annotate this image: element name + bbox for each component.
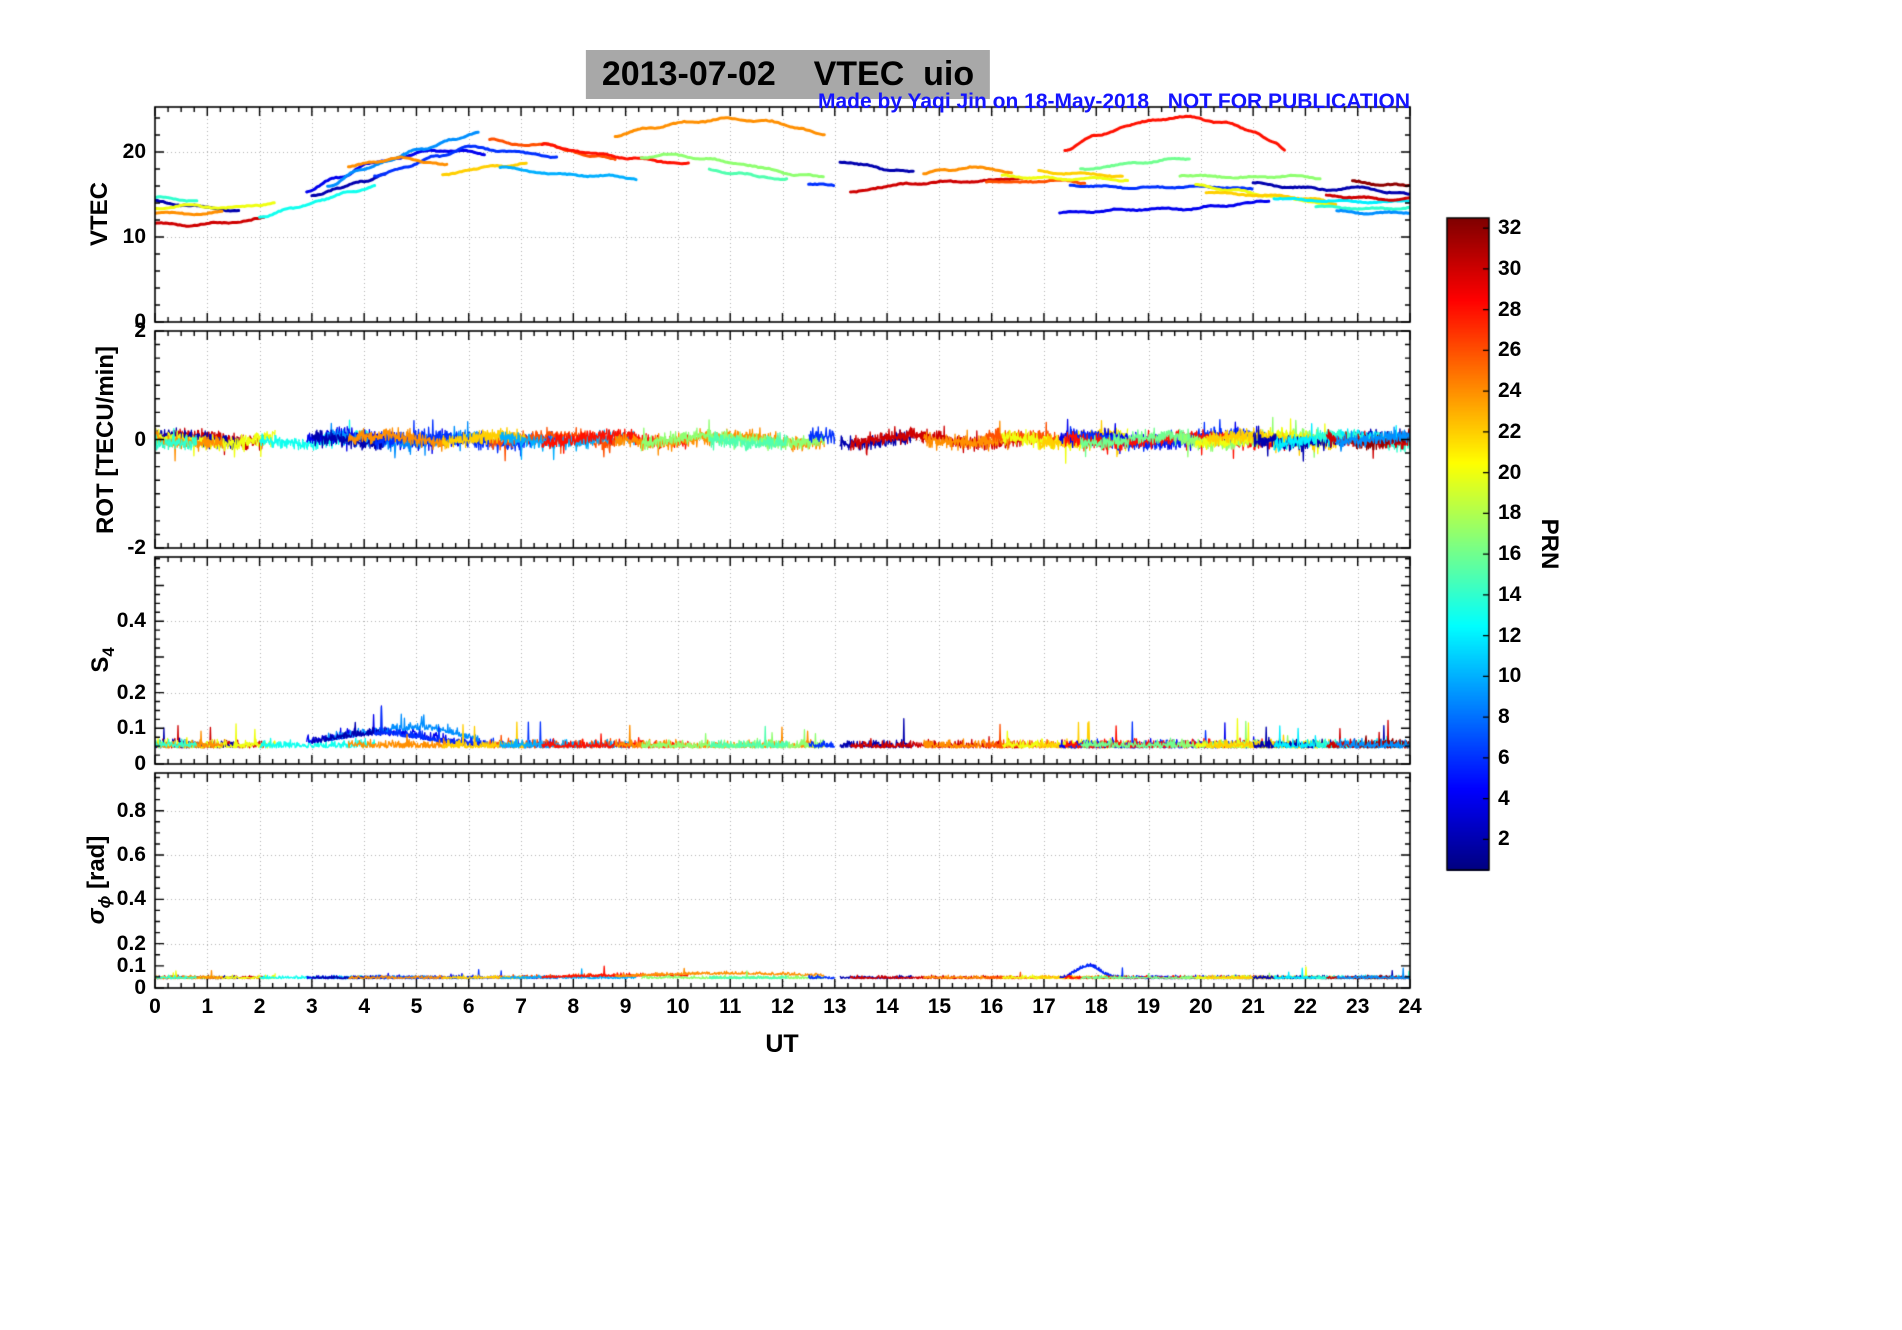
x-tick-label: 10 — [666, 995, 690, 1018]
vtec-axis-label: VTEC — [86, 181, 113, 247]
colorbar-label: PRN — [1536, 518, 1563, 570]
x-tick-label: 12 — [770, 995, 795, 1018]
colorbar-tick-label: 18 — [1498, 501, 1522, 525]
x-tick-label: 18 — [1084, 995, 1108, 1018]
x-tick-label: 13 — [823, 995, 847, 1018]
x-tick-label: 11 — [719, 995, 742, 1018]
credit-text: Made by Yaqi Jin on 18-May-2018 — [818, 90, 1150, 113]
colorbar-tick-label: 32 — [1498, 216, 1522, 240]
colorbar-tick-label: 24 — [1498, 379, 1522, 403]
vtec-y-tick-label: 20 — [122, 140, 146, 164]
sigma-phi-axis-label: σϕ [rad] — [83, 836, 115, 925]
colorbar-tick-label: 20 — [1498, 460, 1522, 484]
colorbar-tick-label: 6 — [1498, 745, 1510, 769]
colorbar-tick-label: 22 — [1498, 419, 1522, 443]
sigma-y-tick-label: 0 — [134, 976, 146, 999]
x-tick-label: 14 — [875, 995, 899, 1018]
rot-axis-label: ROT [TECU/min] — [92, 346, 119, 534]
x-axis-label: UT — [765, 1030, 799, 1058]
sigma-unit: [rad] — [83, 835, 111, 896]
sigma-y-tick-label: 0.4 — [116, 887, 146, 911]
rot-y-tick-label: 2 — [134, 319, 146, 342]
x-tick-label: 20 — [1189, 995, 1213, 1018]
colorbar-tick-label: 14 — [1498, 582, 1522, 606]
x-tick-label: 0 — [149, 995, 161, 1018]
x-tick-label: 17 — [1032, 995, 1056, 1018]
colorbar-tick-label: 28 — [1498, 297, 1522, 321]
colorbar-tick-label: 30 — [1498, 256, 1522, 280]
s4-axis-label: S4 — [87, 647, 119, 672]
x-tick-label: 19 — [1136, 995, 1161, 1018]
colorbar-tick-label: 16 — [1498, 542, 1522, 566]
x-tick-label: 16 — [979, 995, 1004, 1018]
not-for-publication-text: NOT FOR PUBLICATION — [1167, 90, 1410, 113]
x-tick-label: 3 — [306, 995, 318, 1018]
sigma-y-tick-label: 0.1 — [116, 953, 146, 977]
s4-y-tick-label: 0.2 — [116, 680, 146, 704]
x-tick-label: 8 — [567, 995, 580, 1018]
s4-y-tick-label: 0 — [134, 752, 146, 775]
x-tick-label: 23 — [1346, 995, 1370, 1018]
vtec-y-tick-label: 0 — [134, 310, 146, 333]
colorbar-tick-label: 10 — [1498, 664, 1522, 688]
x-tick-label: 1 — [201, 995, 214, 1018]
colorbar-tick-label: 2 — [1498, 827, 1510, 851]
colorbar-tick-label: 8 — [1498, 705, 1510, 729]
sigma-y-tick-label: 0.8 — [116, 798, 146, 822]
x-tick-label: 7 — [515, 995, 527, 1018]
x-tick-label: 5 — [410, 995, 423, 1018]
colorbar-tick-label: 12 — [1498, 623, 1522, 647]
sigma-y-tick-label: 0.2 — [116, 931, 146, 955]
sigma-symbol: σ — [83, 908, 111, 925]
s4-y-tick-label: 0.4 — [116, 609, 146, 633]
x-tick-label: 6 — [462, 995, 475, 1018]
chart-title: 2013-07-02 VTEC uio — [585, 50, 991, 99]
sigma-y-tick-label: 0.6 — [116, 843, 146, 866]
s4-symbol: S — [87, 656, 115, 673]
colorbar-tick-label: 4 — [1498, 786, 1510, 810]
x-tick-label: 21 — [1241, 995, 1265, 1018]
rot-y-tick-label: -2 — [127, 536, 146, 559]
x-tick-label: 15 — [927, 995, 952, 1018]
x-tick-label: 2 — [253, 995, 266, 1018]
x-tick-label: 24 — [1398, 995, 1422, 1018]
x-tick-label: 22 — [1293, 995, 1318, 1018]
x-tick-label: 9 — [619, 995, 632, 1018]
phi-subscript: ϕ — [94, 895, 114, 909]
s4-subscript: 4 — [98, 647, 118, 657]
x-tick-label: 4 — [358, 995, 370, 1018]
rot-y-tick-label: 0 — [134, 427, 146, 451]
s4-y-tick-label: 0.1 — [116, 716, 146, 740]
colorbar-tick-label: 26 — [1498, 338, 1522, 362]
vtec-y-tick-label: 10 — [122, 225, 146, 249]
